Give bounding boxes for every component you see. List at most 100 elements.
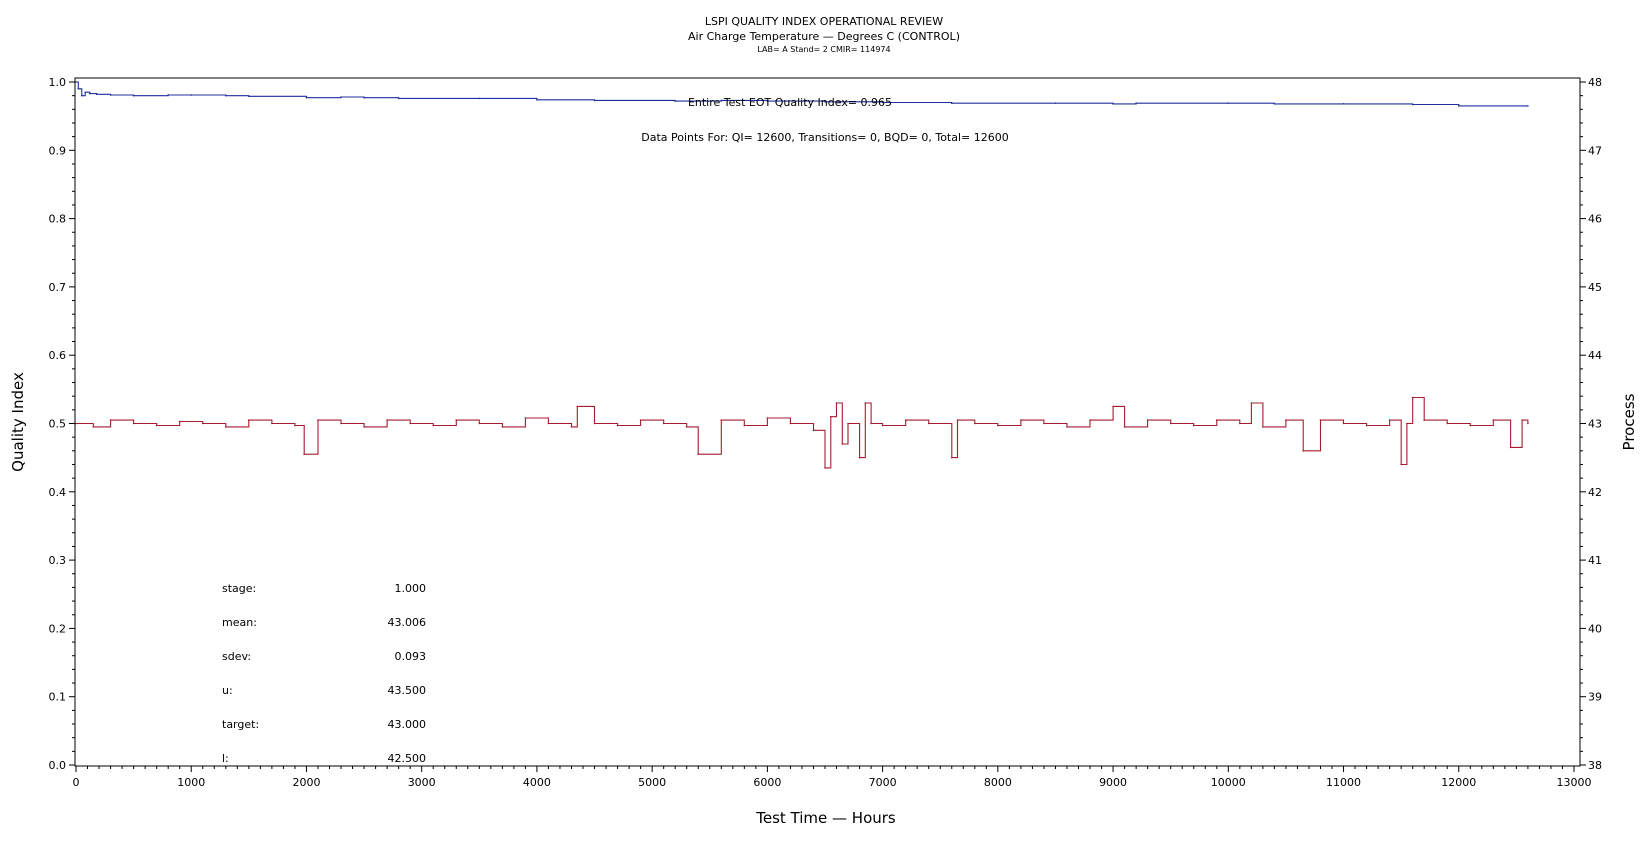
process-data-point	[1169, 422, 1172, 425]
y2-tick-label: 41	[1588, 554, 1602, 567]
process-data-point	[904, 419, 907, 421]
y2-tick-label: 47	[1588, 144, 1602, 157]
stat-value: 1.000	[395, 582, 427, 595]
chart-subtitle-2: LAB= A Stand= 2 CMIR= 114974	[757, 45, 890, 54]
quality-index-data-point	[536, 98, 538, 101]
process-data-point	[478, 422, 481, 425]
y-tick-label: 0.0	[49, 759, 67, 772]
process-data-point	[570, 426, 573, 428]
process-data-point	[501, 426, 504, 428]
process-data-point	[1089, 419, 1091, 421]
y-tick-label: 0.8	[49, 213, 67, 226]
process-data-point	[303, 453, 305, 456]
y2-axis-title: Process	[1620, 393, 1638, 450]
y2-tick-label: 40	[1588, 622, 1602, 635]
quality-index-data-point	[1227, 102, 1230, 104]
process-data-point	[829, 415, 832, 418]
process-data-point	[1411, 396, 1414, 399]
quality-index-data-point	[720, 99, 723, 102]
process-data-point	[1509, 446, 1512, 449]
process-data-point	[1406, 422, 1408, 425]
axis-ticks: 0 1000 2000 3000 4000 5000 6000 7000 8000 9000 100…	[49, 76, 1603, 789]
process-data-point	[1112, 405, 1114, 408]
quality-index-data-point	[1411, 103, 1414, 106]
quality-index-data-point	[1457, 105, 1460, 107]
quality-index-data-point	[478, 97, 481, 100]
stat-label: target:	[222, 718, 259, 731]
process-data-point	[685, 426, 688, 428]
process-data-point	[1527, 422, 1529, 425]
y-tick-label: 0.4	[49, 486, 67, 499]
process-data-point	[974, 422, 976, 425]
quality-index-data-point	[84, 91, 87, 94]
y2-tick-label: 42	[1588, 486, 1602, 499]
process-data-point	[1215, 419, 1218, 421]
x-tick-label: 5000	[638, 776, 666, 789]
quality-index-data-point	[132, 94, 135, 97]
quality-index-data-point	[248, 95, 250, 98]
process-data-point	[1020, 419, 1022, 421]
process-data-point	[1342, 422, 1345, 425]
process-data-point	[1146, 419, 1149, 421]
process-data-point	[225, 426, 227, 428]
process-data-point	[1469, 424, 1472, 427]
process-data-point	[201, 422, 204, 425]
x-tick-label: 13000	[1557, 776, 1592, 789]
process-data-point	[1262, 426, 1264, 428]
y-tick-label: 0.3	[49, 554, 67, 567]
stat-value: 43.500	[388, 684, 427, 697]
y2-tick-label: 46	[1588, 213, 1602, 226]
x-tick-label: 6000	[753, 776, 781, 789]
process-data-point	[847, 422, 849, 425]
stat-label: mean:	[222, 616, 257, 629]
process-data-point	[455, 419, 458, 421]
process-data-point	[743, 424, 746, 427]
process-data-point	[1423, 419, 1425, 421]
x-tick-label: 1000	[177, 776, 205, 789]
process-data-point	[1192, 424, 1195, 427]
quality-index-data-point	[950, 102, 953, 104]
process-data-point	[271, 422, 273, 425]
quality-index-data-point	[80, 94, 83, 97]
process-data-point	[340, 422, 342, 425]
process-data-point	[927, 422, 930, 425]
process-series-line	[76, 396, 1529, 469]
quality-index-data-point	[1273, 103, 1276, 105]
process-data-point	[697, 453, 700, 456]
y-tick-label: 0.1	[49, 691, 67, 704]
stat-label: l:	[222, 752, 229, 765]
process-data-point	[881, 424, 884, 427]
process-data-point	[363, 426, 365, 428]
process-data-point	[835, 402, 838, 404]
quality-index-data-point	[881, 101, 884, 104]
process-data-point	[132, 422, 135, 425]
process-data-point	[576, 405, 579, 408]
y-tick-label: 0.6	[49, 349, 67, 362]
quality-index-data-point	[77, 88, 80, 90]
process-data-point	[1400, 463, 1402, 466]
process-data-point	[1123, 426, 1126, 428]
y2-tick-label: 45	[1588, 281, 1602, 294]
quality-index-data-point	[397, 97, 400, 100]
x-tick-label: 4000	[523, 776, 551, 789]
x-tick-label: 8000	[984, 776, 1012, 789]
stat-label: stage:	[222, 582, 256, 595]
process-data-point	[248, 419, 250, 421]
stat-value: 42.500	[388, 752, 427, 765]
process-data-point	[662, 422, 665, 425]
process-data-point	[812, 429, 815, 432]
y2-tick-label: 38	[1588, 759, 1602, 772]
quality-index-data-point	[1527, 105, 1529, 107]
quality-index-data-point	[89, 92, 91, 95]
quality-index-data-point	[1135, 102, 1137, 104]
y-tick-label: 0.7	[49, 281, 67, 294]
process-data-point	[547, 422, 550, 425]
x-tick-label: 12000	[1441, 776, 1476, 789]
process-data-point	[870, 422, 872, 425]
process-data-point	[956, 419, 959, 421]
quality-index-data-point	[225, 94, 227, 97]
quality-index-data-point	[1054, 102, 1057, 104]
quality-index-data-point	[766, 100, 769, 102]
process-data-point	[858, 456, 861, 459]
